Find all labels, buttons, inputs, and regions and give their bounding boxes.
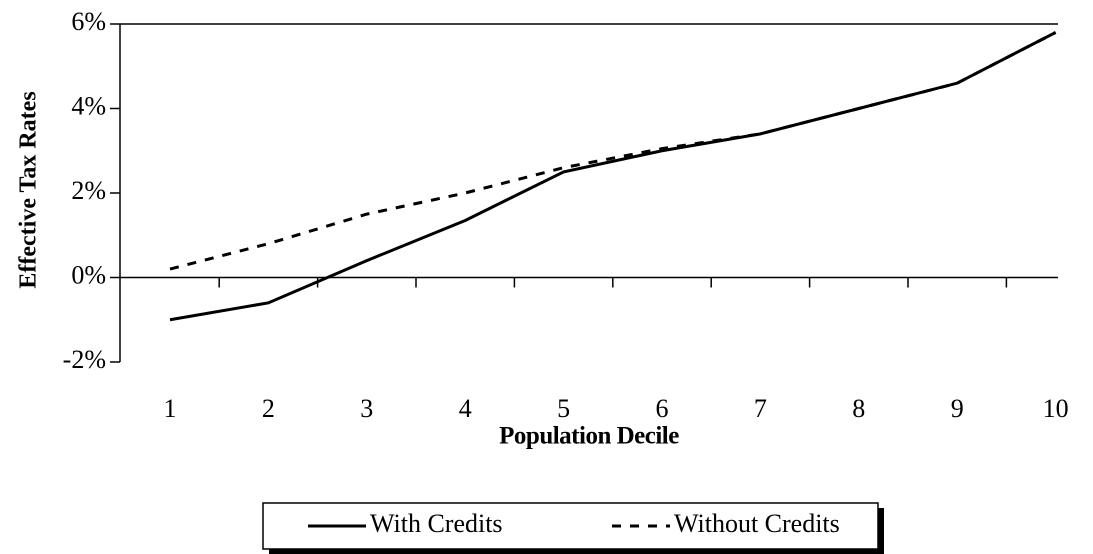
x-tick-label: 10 <box>1043 394 1069 423</box>
y-tick-label: 0% <box>71 260 106 289</box>
y-tick-label: 2% <box>71 176 106 205</box>
x-tick-label: 7 <box>754 394 767 423</box>
x-tick-label: 8 <box>852 394 865 423</box>
x-tick-label: 5 <box>557 394 570 423</box>
line-series <box>169 31 1057 322</box>
legend-label: With Credits <box>370 509 503 538</box>
y-tick-label: -2% <box>63 345 106 374</box>
x-tick-label: 2 <box>262 394 275 423</box>
x-tick-label: 4 <box>459 394 472 423</box>
legend-label: Without Credits <box>674 509 840 538</box>
x-tick-label: 3 <box>360 394 373 423</box>
y-axis-label: Effective Tax Rates <box>16 91 42 288</box>
y-tick-label: 6% <box>71 7 106 36</box>
x-axis-label: Population Decile <box>499 423 679 450</box>
x-tick-label: 1 <box>164 394 177 423</box>
line-series <box>169 31 1057 271</box>
y-tick-label: 4% <box>71 91 106 120</box>
x-tick-label: 6 <box>656 394 669 423</box>
x-tick-label: 9 <box>951 394 964 423</box>
